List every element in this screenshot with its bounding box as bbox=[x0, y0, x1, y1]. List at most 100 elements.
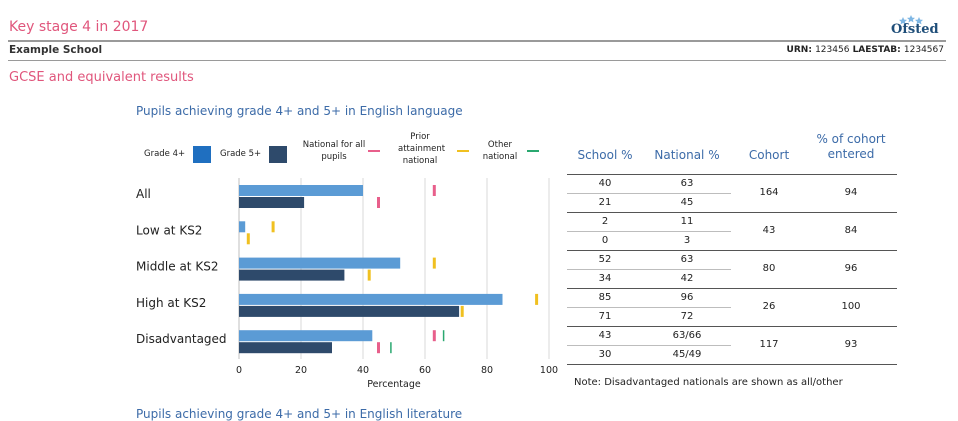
ofsted-logo-text: Ofsted bbox=[891, 22, 939, 37]
bar-grade5 bbox=[239, 305, 460, 317]
next-chart-title: Pupils achieving grade 4+ and 5+ in Engl… bbox=[136, 407, 463, 421]
category-label: Disadvantaged bbox=[136, 332, 227, 346]
section-title: GCSE and equivalent results bbox=[9, 70, 194, 85]
table-divider bbox=[567, 288, 897, 289]
table-subdivider bbox=[567, 193, 731, 194]
marker-other bbox=[390, 342, 392, 354]
school-pct-grade5: 34 bbox=[598, 273, 612, 284]
table-subdivider bbox=[567, 345, 731, 346]
col-header-school-pct: School % bbox=[577, 148, 633, 162]
col-header-national-pct: National % bbox=[654, 148, 720, 162]
cohort-value: 164 bbox=[759, 187, 779, 198]
ofsted-logo: Ofsted bbox=[883, 13, 943, 37]
pct-entered-value: 96 bbox=[844, 263, 858, 274]
marker-prior bbox=[246, 233, 250, 245]
national-pct-grade4: 63 bbox=[680, 254, 694, 265]
page-title: Key stage 4 in 2017 bbox=[9, 19, 149, 35]
cohort-value: 117 bbox=[759, 339, 779, 350]
chart-title: Pupils achieving grade 4+ and 5+ in Engl… bbox=[136, 104, 463, 118]
national-pct-grade4: 63 bbox=[680, 178, 694, 189]
pct-entered-value: 94 bbox=[844, 187, 858, 198]
national-pct-grade4: 96 bbox=[680, 292, 694, 303]
pct-entered-value: 93 bbox=[844, 339, 858, 350]
marker-prior bbox=[271, 221, 275, 233]
category-label: Middle at KS2 bbox=[136, 260, 218, 274]
national-pct-grade5: 3 bbox=[683, 235, 691, 246]
table-divider bbox=[567, 212, 897, 213]
national-pct-grade4: 63/66 bbox=[672, 330, 702, 341]
school-pct-grade4: 85 bbox=[598, 292, 612, 303]
marker-national bbox=[377, 342, 380, 354]
legend-grade5-swatch bbox=[269, 146, 287, 163]
bar-grade5 bbox=[239, 197, 305, 208]
x-tick-label: 20 bbox=[295, 365, 307, 376]
legend-other-label: Other national bbox=[482, 140, 518, 162]
table-note: Note: Disadvantaged nationals are shown … bbox=[574, 377, 843, 388]
bar-grade4 bbox=[239, 257, 401, 269]
legend-prior-marker bbox=[457, 150, 469, 152]
x-tick-label: 60 bbox=[419, 365, 431, 376]
urn-value: 123456 bbox=[815, 45, 850, 55]
table-divider bbox=[567, 364, 897, 365]
marker-national bbox=[377, 197, 380, 208]
school-pct-grade5: 21 bbox=[598, 197, 612, 208]
bar-grade4 bbox=[239, 293, 503, 305]
marker-national bbox=[432, 185, 436, 196]
x-axis-label: Percentage bbox=[367, 379, 421, 390]
table-divider bbox=[567, 250, 897, 251]
school-pct-grade4: 52 bbox=[598, 254, 612, 265]
cohort-value: 80 bbox=[762, 263, 776, 274]
cohort-value: 26 bbox=[762, 301, 776, 312]
laestab-value: 1234567 bbox=[903, 45, 944, 55]
national-pct-grade5: 42 bbox=[680, 273, 694, 284]
table-subdivider bbox=[567, 231, 731, 232]
bar-grade4 bbox=[239, 185, 363, 196]
legend-prior-label: Prior attainment national bbox=[398, 132, 446, 166]
school-identifiers: URN: 123456 LAESTAB: 1234567 bbox=[787, 45, 944, 55]
ofsted-stars-icon bbox=[899, 15, 923, 25]
legend-national-marker bbox=[368, 150, 380, 152]
national-pct-grade5: 72 bbox=[680, 311, 694, 322]
bar-grade5 bbox=[239, 269, 345, 281]
marker-prior bbox=[535, 293, 539, 305]
national-pct-grade5: 45 bbox=[680, 197, 694, 208]
cohort-value: 43 bbox=[762, 225, 776, 236]
category-label: Low at KS2 bbox=[136, 223, 202, 237]
pct-entered-value: 84 bbox=[844, 225, 858, 236]
school-pct-grade4: 2 bbox=[601, 216, 609, 227]
laestab-label: LAESTAB: bbox=[852, 45, 901, 55]
national-pct-grade5: 45/49 bbox=[672, 349, 702, 360]
header-divider bbox=[8, 40, 946, 42]
marker-other bbox=[442, 330, 445, 342]
school-pct-grade4: 40 bbox=[598, 178, 612, 189]
col-header-cohort: Cohort bbox=[748, 148, 790, 162]
legend-grade5-label: Grade 5+ bbox=[220, 149, 262, 159]
category-label: All bbox=[136, 187, 151, 201]
x-tick-label: 0 bbox=[236, 365, 242, 376]
table-divider bbox=[567, 174, 897, 175]
marker-national bbox=[432, 330, 436, 342]
bar-grade4 bbox=[239, 221, 246, 233]
legend-grade4-swatch bbox=[193, 146, 211, 163]
col-header-pct-entered: % of cohort entered bbox=[816, 132, 886, 161]
legend-other-marker bbox=[527, 150, 539, 152]
x-tick-label: 100 bbox=[540, 365, 558, 376]
table-divider bbox=[567, 326, 897, 327]
marker-prior bbox=[460, 305, 464, 317]
school-pct-grade5: 30 bbox=[598, 349, 612, 360]
x-tick-label: 40 bbox=[357, 365, 369, 376]
school-name: Example School bbox=[9, 44, 103, 56]
legend-national-label: National for all pupils bbox=[302, 140, 366, 162]
school-pct-grade5: 71 bbox=[598, 311, 612, 322]
school-pct-grade4: 43 bbox=[598, 330, 612, 341]
bar-chart: 0 20 40 60 80 100 All Low at KS2 Middle at KS2 Hi… bbox=[136, 178, 558, 390]
subheader-divider bbox=[8, 60, 946, 61]
table-subdivider bbox=[567, 307, 731, 308]
pct-entered-value: 100 bbox=[841, 301, 861, 312]
urn-label: URN: bbox=[786, 45, 812, 55]
school-pct-grade5: 0 bbox=[601, 235, 609, 246]
marker-prior bbox=[432, 257, 436, 269]
category-label: High at KS2 bbox=[136, 296, 206, 310]
x-tick-label: 80 bbox=[481, 365, 493, 376]
legend-grade4-label: Grade 4+ bbox=[144, 149, 186, 159]
